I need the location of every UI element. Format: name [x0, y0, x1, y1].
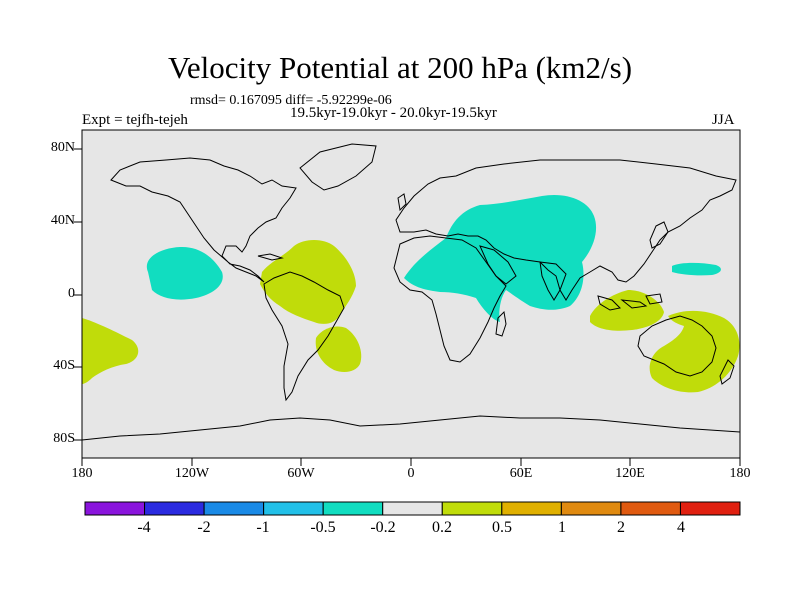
colorbar-swatch	[203, 501, 265, 516]
coast-north-america	[110, 157, 297, 283]
lat-label-80s: 80S	[53, 431, 75, 446]
anomaly-fields	[82, 194, 740, 393]
coast-japan	[649, 221, 669, 249]
colorbar-swatch	[501, 501, 562, 516]
axis-ticks	[74, 148, 741, 466]
colorbar-label: 0.5	[492, 519, 512, 536]
coast-new-zealand	[719, 359, 735, 385]
colorbar-swatch	[263, 501, 324, 516]
map-title: Velocity Potential at 200 hPa (km2/s)	[167, 50, 633, 85]
colorbar-swatch	[144, 501, 205, 516]
coast-indonesia	[597, 293, 663, 311]
period-label: 19.5kyr-19.0kyr - 20.0kyr-19.5kyr	[290, 105, 497, 121]
lon-label-60e: 60E	[509, 466, 533, 481]
colorbar-label: -0.5	[310, 519, 336, 536]
coast-eurasia	[395, 159, 737, 301]
negative-region-west-pacific	[672, 262, 721, 276]
colorbar	[84, 501, 741, 516]
colorbar-label: -4	[137, 519, 151, 536]
colorbar-swatch	[322, 501, 384, 516]
coast-greenland	[299, 143, 377, 191]
coast-madagascar	[495, 310, 507, 337]
coast-antarctica	[82, 415, 740, 441]
coast-south-america	[263, 271, 345, 402]
colorbar-label: -1	[256, 519, 270, 536]
colorbar-swatch	[560, 501, 622, 516]
coast-arabia	[479, 245, 517, 285]
lat-label-80n: 80N	[50, 140, 75, 155]
coast-australia	[637, 315, 717, 377]
coast-india	[539, 261, 567, 301]
colorbar-label: -0.2	[370, 519, 396, 536]
lat-label-40n: 40N	[50, 213, 75, 228]
lon-label-60w: 60W	[287, 466, 315, 481]
positive-region-southeast-pacific	[82, 318, 139, 384]
positive-region-maritime-continent	[590, 290, 664, 331]
colorbar-swatch	[441, 501, 503, 516]
stats-text: rmsd= 0.167095 diff= -5.92299e-06	[190, 93, 392, 108]
coastlines	[82, 143, 740, 441]
positive-region-south-america	[260, 240, 356, 324]
season-label: JJA	[712, 112, 735, 128]
lon-label-0: 0	[407, 466, 415, 481]
lon-label-120e: 120E	[615, 466, 645, 481]
lon-label-180w: 180	[71, 466, 93, 481]
lat-label-0: 0	[68, 286, 75, 301]
colorbar-label: 1	[558, 519, 566, 536]
colorbar-label: 2	[617, 519, 625, 536]
coast-british-isles	[397, 193, 407, 212]
colorbar-label: -2	[197, 519, 211, 536]
lat-label-40s: 40S	[53, 358, 75, 373]
colorbar-label: 4	[677, 519, 685, 536]
coast-caribbean	[257, 253, 284, 261]
lon-label-180e: 180	[729, 466, 751, 481]
coast-africa	[393, 235, 507, 363]
colorbar-label: 0.2	[432, 519, 452, 536]
colorbar-swatch	[382, 501, 443, 516]
colorbar-swatch	[620, 501, 681, 516]
positive-region-australia	[649, 310, 740, 393]
colorbar-swatch	[679, 501, 741, 516]
negative-region-pacific	[146, 246, 223, 300]
lon-label-120w: 120W	[174, 466, 210, 481]
experiment-label: Expt = tejfh-tejeh	[82, 112, 188, 128]
colorbar-swatch	[84, 501, 146, 516]
